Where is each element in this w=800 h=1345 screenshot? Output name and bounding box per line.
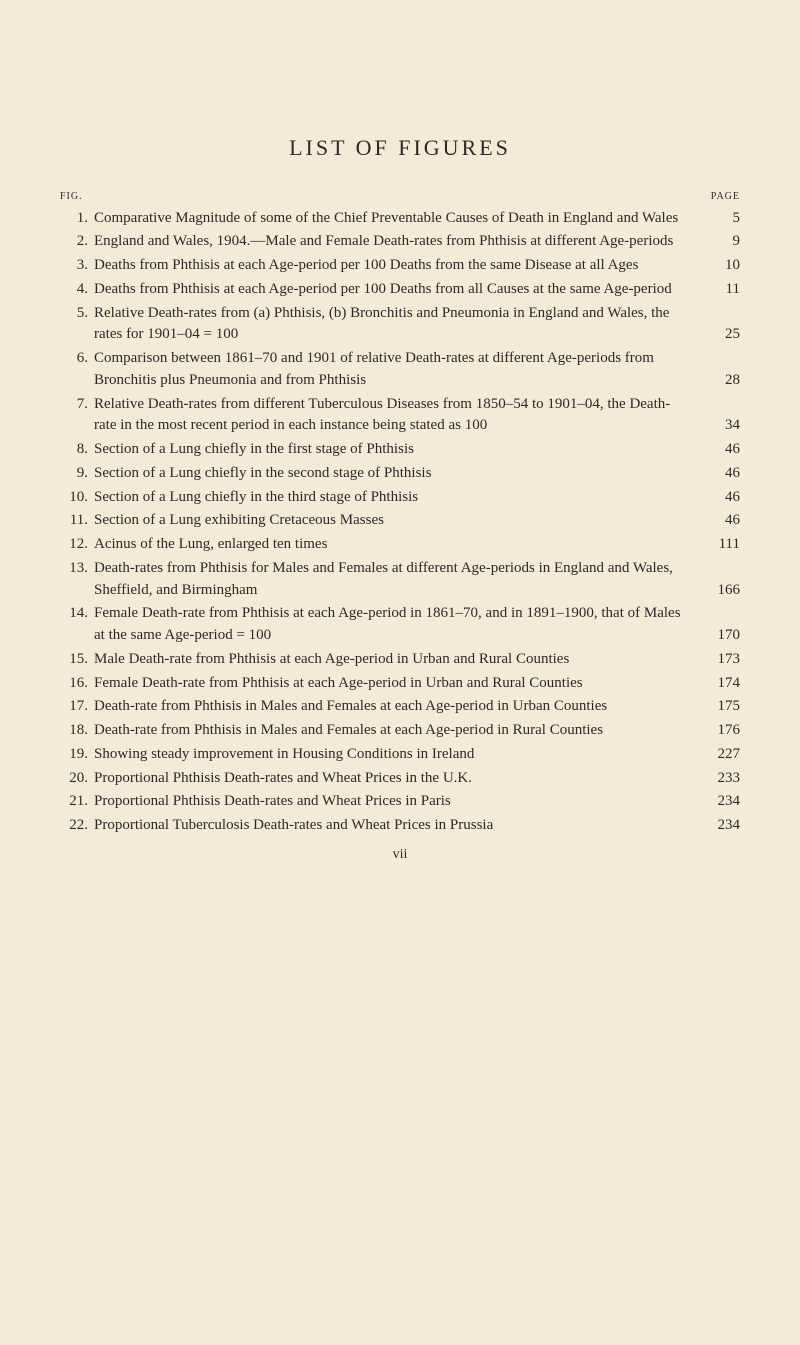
figure-number: 18. [60, 720, 94, 742]
page-header: PAGE [711, 191, 740, 202]
figure-entry: 15.Male Death-rate from Phthisis at each… [60, 649, 740, 671]
figure-description: Death-rate from Phthisis in Males and Fe… [94, 720, 704, 742]
figure-number: 21. [60, 791, 94, 813]
figure-entry: 18.Death-rate from Phthisis in Males and… [60, 720, 740, 742]
figure-description: Proportional Phthisis Death-rates and Wh… [94, 791, 704, 813]
figure-entry: 10.Section of a Lung chiefly in the thir… [60, 487, 740, 509]
figure-entry: 2.England and Wales, 1904.—Male and Fema… [60, 231, 740, 253]
figure-description: Showing steady improvement in Housing Co… [94, 744, 704, 766]
figure-page: 5 [704, 208, 740, 230]
figure-number: 9. [60, 463, 94, 485]
figure-entry: 3.Deaths from Phthisis at each Age-perio… [60, 255, 740, 277]
figure-page: 10 [704, 255, 740, 277]
figure-number: 6. [60, 348, 94, 392]
figure-page: 166 [704, 580, 740, 602]
figure-number: 13. [60, 558, 94, 602]
figure-description: Relative Death-rates from (a) Phthisis, … [94, 303, 704, 347]
figure-page: 175 [704, 696, 740, 718]
figure-entry: 5.Relative Death-rates from (a) Phthisis… [60, 303, 740, 347]
figure-number: 8. [60, 439, 94, 461]
figure-description: Death-rate from Phthisis in Males and Fe… [94, 696, 704, 718]
page-number-footer: vii [60, 847, 740, 863]
figure-description: Section of a Lung chiefly in the first s… [94, 439, 704, 461]
figure-entry: 17.Death-rate from Phthisis in Males and… [60, 696, 740, 718]
figure-description: Female Death-rate from Phthisis at each … [94, 673, 704, 695]
figure-number: 20. [60, 768, 94, 790]
figure-number: 7. [60, 394, 94, 438]
figure-page: 176 [704, 720, 740, 742]
figure-description: England and Wales, 1904.—Male and Female… [94, 231, 704, 253]
figure-number: 11. [60, 510, 94, 532]
figure-number: 15. [60, 649, 94, 671]
figure-entry: 6.Comparison between 1861–70 and 1901 of… [60, 348, 740, 392]
figure-number: 12. [60, 534, 94, 556]
figure-number: 1. [60, 208, 94, 230]
figure-page: 25 [704, 324, 740, 346]
figure-description: Death-rates from Phthisis for Males and … [94, 558, 704, 602]
figure-page: 46 [704, 510, 740, 532]
page-title: LIST OF FIGURES [60, 135, 740, 161]
figure-page: 111 [704, 534, 740, 556]
figure-number: 17. [60, 696, 94, 718]
figure-number: 3. [60, 255, 94, 277]
figure-entry: 22.Proportional Tuberculosis Death-rates… [60, 815, 740, 837]
figure-page: 234 [704, 791, 740, 813]
figure-description: Male Death-rate from Phthisis at each Ag… [94, 649, 704, 671]
figure-description: Female Death-rate from Phthisis at each … [94, 603, 704, 647]
figure-description: Acinus of the Lung, enlarged ten times [94, 534, 704, 556]
figure-page: 9 [704, 231, 740, 253]
figure-page: 46 [704, 439, 740, 461]
figure-entry: 4.Deaths from Phthisis at each Age-perio… [60, 279, 740, 301]
figure-number: 19. [60, 744, 94, 766]
figure-entry: 7.Relative Death-rates from different Tu… [60, 394, 740, 438]
figures-list: 1.Comparative Magnitude of some of the C… [60, 208, 740, 837]
figure-entry: 19.Showing steady improvement in Housing… [60, 744, 740, 766]
figure-entry: 8.Section of a Lung chiefly in the first… [60, 439, 740, 461]
figure-page: 233 [704, 768, 740, 790]
figure-page: 174 [704, 673, 740, 695]
figure-description: Section of a Lung chiefly in the second … [94, 463, 704, 485]
figure-description: Proportional Tuberculosis Death-rates an… [94, 815, 704, 837]
figure-number: 22. [60, 815, 94, 837]
figure-page: 170 [704, 625, 740, 647]
figure-description: Deaths from Phthisis at each Age-period … [94, 255, 704, 277]
figure-page: 11 [704, 279, 740, 301]
figure-page: 234 [704, 815, 740, 837]
figure-description: Comparison between 1861–70 and 1901 of r… [94, 348, 704, 392]
column-headers: FIG. PAGE [60, 191, 740, 202]
figure-description: Proportional Phthisis Death-rates and Wh… [94, 768, 704, 790]
figure-number: 4. [60, 279, 94, 301]
figure-entry: 1.Comparative Magnitude of some of the C… [60, 208, 740, 230]
figure-number: 5. [60, 303, 94, 347]
document-page: LIST OF FIGURES FIG. PAGE 1.Comparative … [0, 0, 800, 903]
figure-entry: 11.Section of a Lung exhibiting Cretaceo… [60, 510, 740, 532]
figure-entry: 21.Proportional Phthisis Death-rates and… [60, 791, 740, 813]
fig-header: FIG. [60, 191, 83, 202]
figure-description: Comparative Magnitude of some of the Chi… [94, 208, 704, 230]
figure-entry: 9.Section of a Lung chiefly in the secon… [60, 463, 740, 485]
figure-entry: 12.Acinus of the Lung, enlarged ten time… [60, 534, 740, 556]
figure-page: 28 [704, 370, 740, 392]
figure-description: Section of a Lung chiefly in the third s… [94, 487, 704, 509]
figure-description: Deaths from Phthisis at each Age-period … [94, 279, 704, 301]
figure-page: 227 [704, 744, 740, 766]
figure-number: 14. [60, 603, 94, 647]
figure-page: 34 [704, 415, 740, 437]
figure-page: 173 [704, 649, 740, 671]
figure-entry: 16.Female Death-rate from Phthisis at ea… [60, 673, 740, 695]
figure-number: 2. [60, 231, 94, 253]
figure-entry: 13.Death-rates from Phthisis for Males a… [60, 558, 740, 602]
figure-description: Relative Death-rates from different Tube… [94, 394, 704, 438]
figure-page: 46 [704, 487, 740, 509]
figure-number: 16. [60, 673, 94, 695]
figure-description: Section of a Lung exhibiting Cretaceous … [94, 510, 704, 532]
figure-page: 46 [704, 463, 740, 485]
figure-entry: 20.Proportional Phthisis Death-rates and… [60, 768, 740, 790]
figure-number: 10. [60, 487, 94, 509]
figure-entry: 14.Female Death-rate from Phthisis at ea… [60, 603, 740, 647]
